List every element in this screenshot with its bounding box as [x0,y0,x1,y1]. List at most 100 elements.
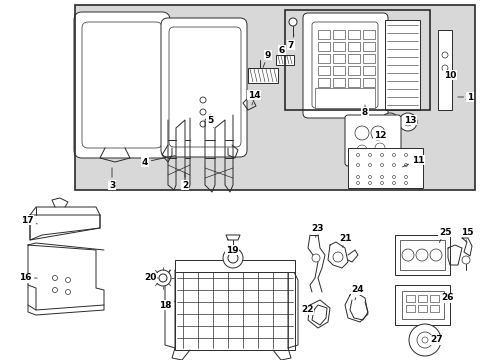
Bar [318,54,330,63]
Circle shape [392,181,395,185]
Text: 13: 13 [404,116,416,125]
Circle shape [368,181,371,185]
FancyBboxPatch shape [169,27,241,147]
Circle shape [371,126,385,140]
Text: 7: 7 [288,35,294,50]
FancyBboxPatch shape [312,22,378,108]
Circle shape [392,153,395,157]
Bar [333,42,345,51]
Bar [318,42,330,51]
Circle shape [52,275,57,280]
Circle shape [405,176,408,179]
Text: 6: 6 [279,45,286,57]
Text: 1: 1 [458,93,473,102]
Bar [430,295,439,302]
Circle shape [442,52,448,58]
Bar [175,260,295,272]
Bar [285,10,430,110]
Circle shape [381,113,399,131]
Text: 16: 16 [19,274,37,283]
Bar [348,66,360,75]
Circle shape [386,118,394,126]
Circle shape [289,18,297,26]
Circle shape [375,143,385,153]
FancyBboxPatch shape [303,13,388,118]
Text: 17: 17 [21,216,37,225]
Text: 15: 15 [461,228,473,242]
Bar [276,55,294,65]
Circle shape [381,163,384,166]
Circle shape [392,163,395,166]
Circle shape [417,332,433,348]
Bar [333,54,345,63]
Bar [348,54,360,63]
Circle shape [228,253,238,263]
Bar [333,78,345,87]
Circle shape [402,249,414,261]
Bar [348,42,360,51]
Circle shape [462,256,470,264]
Text: 18: 18 [159,301,175,310]
Bar [363,66,375,75]
Text: 3: 3 [109,168,115,189]
Circle shape [430,249,442,261]
Circle shape [404,118,412,126]
Bar [438,30,452,110]
Circle shape [357,153,360,157]
Bar [400,240,445,270]
Bar [406,295,415,302]
Circle shape [405,181,408,185]
Bar [385,20,420,110]
Text: 14: 14 [247,90,260,105]
FancyBboxPatch shape [161,18,247,157]
Bar [348,30,360,39]
Bar [363,54,375,63]
Bar [418,305,427,312]
Circle shape [381,176,384,179]
Circle shape [357,145,367,155]
Circle shape [357,181,360,185]
Bar [363,78,375,87]
Bar [318,30,330,39]
Circle shape [333,252,343,262]
Text: 8: 8 [362,105,368,117]
Circle shape [368,153,371,157]
Circle shape [312,254,320,262]
Bar [348,78,360,87]
Circle shape [52,288,57,292]
Bar [395,235,450,275]
Circle shape [66,289,71,294]
Text: 23: 23 [312,224,324,237]
Bar [402,291,444,319]
Circle shape [405,163,408,166]
Text: 24: 24 [352,285,364,300]
Bar [363,42,375,51]
Text: 27: 27 [431,336,443,345]
Circle shape [159,274,167,282]
Text: 10: 10 [444,71,456,80]
Circle shape [357,163,360,166]
FancyBboxPatch shape [74,12,170,158]
Bar [75,5,475,190]
Circle shape [381,153,384,157]
FancyBboxPatch shape [82,22,162,148]
Text: 21: 21 [339,234,351,247]
Bar [418,295,427,302]
Circle shape [399,113,417,131]
Text: 26: 26 [440,293,453,302]
Bar [348,148,423,188]
Circle shape [416,249,428,261]
Text: 9: 9 [263,50,271,67]
Bar [430,305,439,312]
Bar [406,305,415,312]
Bar [248,68,278,83]
FancyBboxPatch shape [345,115,401,166]
Text: 19: 19 [226,246,238,255]
Circle shape [223,248,243,268]
Text: 25: 25 [439,228,451,243]
Text: 2: 2 [182,173,188,189]
Bar [318,78,330,87]
Bar [318,66,330,75]
Circle shape [422,337,428,343]
Bar [75,5,475,190]
